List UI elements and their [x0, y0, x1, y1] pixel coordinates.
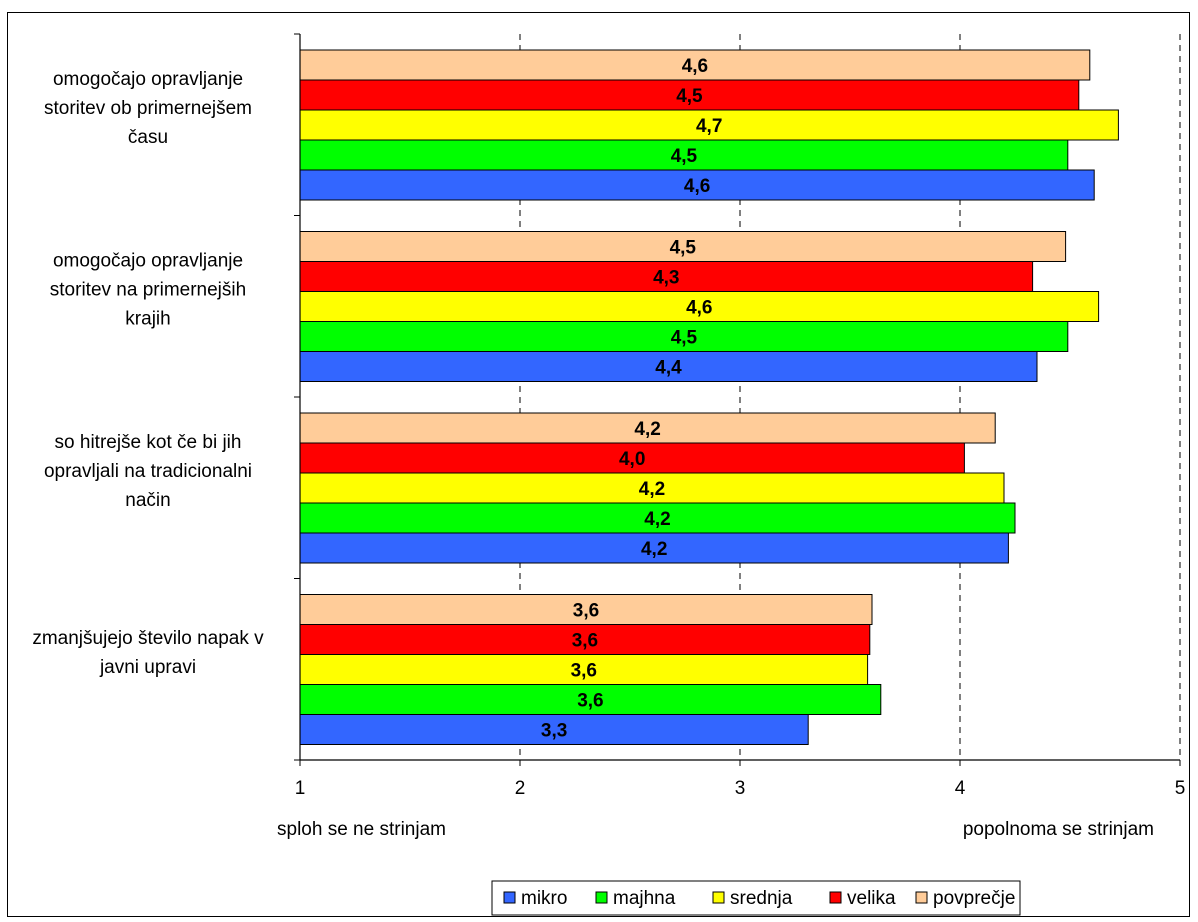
bar-majhna: [299, 502, 1016, 534]
data-label: 3,6: [573, 601, 599, 622]
category-label: opravljali na tradicionalni: [44, 461, 252, 482]
bar-povprečje: [299, 594, 873, 625]
category-label: času: [128, 127, 168, 148]
x-tick-label: 5: [1175, 778, 1186, 799]
x-max-caption: popolnoma se strinjam: [963, 819, 1154, 840]
data-label: 4,6: [682, 56, 708, 77]
legend-label-velika: velika: [847, 888, 896, 909]
data-label: 4,6: [686, 298, 712, 319]
legend-swatch-mikro: [503, 891, 516, 904]
data-label: 3,6: [571, 661, 597, 682]
legend: mikro majhna srednja velika povprečje: [491, 880, 1021, 916]
data-label: 4,2: [634, 419, 660, 440]
legend-swatch-povprečje: [915, 891, 928, 904]
legend-box: [491, 880, 1021, 916]
category-label: krajih: [125, 308, 170, 329]
data-label: 4,2: [644, 509, 670, 530]
bar-mikro: [299, 532, 1009, 564]
data-label: 4,5: [676, 86, 703, 107]
category-label: so hitrejše kot če bi jih: [55, 432, 242, 453]
x-min-caption: sploh se ne strinjam: [277, 819, 446, 840]
data-label: 4,5: [670, 238, 697, 259]
bar-mikro: [299, 351, 1038, 382]
data-label: 3,6: [577, 691, 603, 712]
x-tick-label: 1: [295, 778, 306, 799]
data-label: 4,4: [655, 358, 682, 379]
data-label: 4,2: [639, 479, 665, 500]
data-label: 3,6: [572, 631, 598, 652]
x-tick-label: 2: [515, 778, 526, 799]
data-label: 4,2: [641, 539, 667, 560]
data-label: 4,0: [619, 449, 645, 470]
legend-swatch-velika: [829, 891, 842, 904]
legend-label-povprečje: povprečje: [933, 888, 1015, 909]
category-label: storitev na primernejših: [50, 279, 246, 300]
bar-majhna: [299, 684, 882, 715]
legend-label-mikro: mikro: [521, 888, 567, 909]
data-label: 4,3: [653, 268, 679, 289]
bar-srednja: [299, 291, 1100, 322]
legend-label-majhna: majhna: [613, 888, 676, 909]
data-label: 4,5: [671, 146, 698, 167]
legend-swatch-srednja: [712, 891, 725, 904]
category-label: omogočajo opravljanje: [53, 69, 243, 90]
category-label: javni upravi: [99, 657, 196, 678]
x-tick-label: 4: [955, 778, 966, 799]
bar-povprečje: [299, 412, 996, 444]
bar-mikro: [299, 169, 1095, 201]
bar-mikro: [299, 714, 809, 745]
legend-label-srednja: srednja: [730, 888, 793, 909]
bar-srednja: [299, 654, 869, 685]
bar-velika: [299, 624, 871, 655]
bar-velika: [299, 442, 965, 474]
category-label: zmanjšujejo število napak v: [32, 628, 264, 649]
data-label: 4,5: [671, 328, 698, 349]
category-label: način: [125, 490, 170, 511]
legend-swatch-majhna: [595, 891, 608, 904]
bar-majhna: [299, 321, 1069, 352]
x-tick-label: 3: [735, 778, 746, 799]
data-label: 3,3: [541, 721, 567, 742]
data-label: 4,7: [696, 116, 722, 137]
category-label: omogočajo opravljanje: [53, 250, 243, 271]
category-label: storitev ob primernejšem: [44, 98, 252, 119]
data-label: 4,6: [684, 176, 710, 197]
